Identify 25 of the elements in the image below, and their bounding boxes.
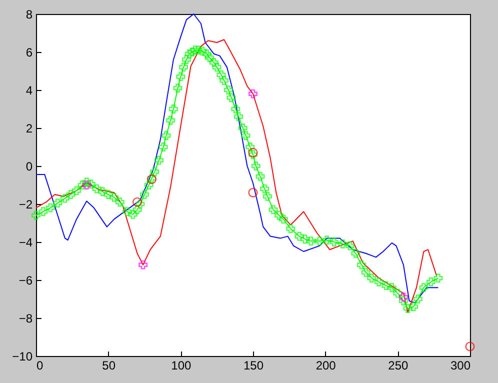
- x-tick-label: 300: [450, 358, 471, 372]
- y-tick-label: −10: [12, 350, 33, 364]
- y-tick-label: 4: [26, 84, 33, 98]
- y-tick-label: −6: [18, 274, 33, 288]
- point: [398, 292, 408, 302]
- y-tick-label: 6: [26, 46, 33, 60]
- y-tick-label: −4: [18, 236, 33, 250]
- y-tick-label: −8: [18, 312, 33, 326]
- point: [132, 197, 142, 207]
- x-tick-label: 50: [102, 358, 116, 372]
- y-tick-label: 0: [26, 160, 33, 174]
- x-tick-label: 0: [36, 358, 44, 372]
- point: [248, 188, 258, 198]
- y-tick-label: 2: [26, 122, 33, 136]
- point: [248, 89, 258, 98]
- y-tick-label: −2: [18, 198, 33, 212]
- x-tick-label: 150: [243, 358, 264, 372]
- x-tick-label: 100: [171, 358, 192, 372]
- x-tick-label: 200: [316, 358, 336, 372]
- x-tick-label: 250: [388, 358, 408, 372]
- point: [138, 260, 148, 270]
- y-tick-label: 8: [26, 8, 33, 22]
- point: [82, 180, 92, 190]
- point: [465, 342, 475, 352]
- point: [248, 148, 258, 158]
